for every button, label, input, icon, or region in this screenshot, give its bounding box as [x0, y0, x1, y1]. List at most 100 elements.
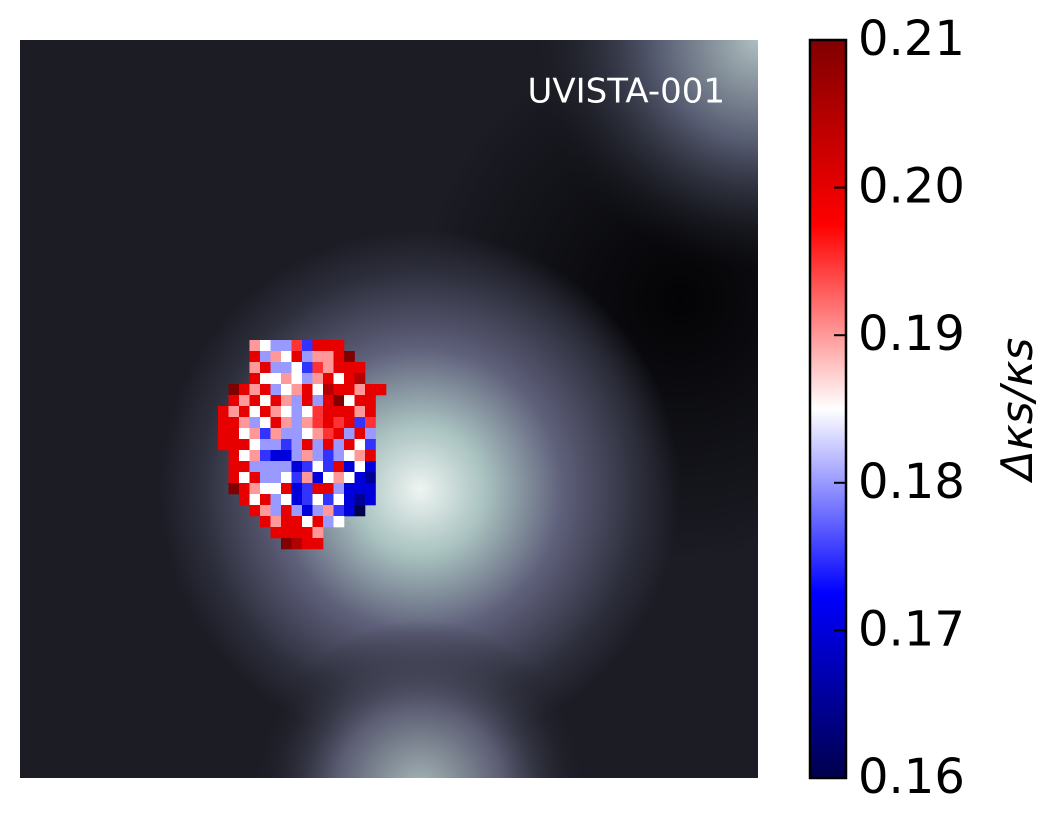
cell: [354, 395, 366, 407]
cell: [239, 494, 250, 506]
cell: [344, 351, 355, 363]
cell: [333, 428, 345, 440]
cell: [302, 494, 313, 506]
cell: [249, 406, 261, 418]
cell: [323, 340, 334, 352]
cell: [354, 494, 366, 506]
cell: [270, 439, 282, 451]
cell: [249, 505, 261, 517]
cell: [333, 395, 345, 407]
cell: [281, 428, 292, 440]
cell: [354, 406, 366, 418]
colorbar-tick-label: 0.16: [858, 749, 965, 805]
cell: [270, 340, 282, 352]
cell: [239, 483, 250, 495]
cell: [365, 395, 376, 407]
cell: [302, 461, 313, 473]
cell: [312, 538, 324, 550]
cell: [291, 483, 303, 495]
cell: [291, 373, 303, 385]
cell: [312, 472, 324, 484]
cell: [302, 439, 313, 451]
cell: [291, 516, 303, 528]
cell: [228, 439, 240, 451]
cell: [291, 505, 303, 517]
cell: [270, 362, 282, 374]
cell: [312, 373, 324, 385]
cell: [270, 516, 282, 528]
cell: [344, 505, 355, 517]
cell: [260, 505, 271, 517]
cell: [249, 362, 261, 374]
cell: [344, 472, 355, 484]
cell: [312, 516, 324, 528]
cell: [312, 483, 324, 495]
cell: [323, 406, 334, 418]
cell: [323, 395, 334, 407]
cell: [365, 450, 376, 462]
cell: [365, 483, 376, 495]
colorbar: [808, 38, 848, 780]
cell: [260, 472, 271, 484]
cell: [312, 362, 324, 374]
cell: [281, 439, 292, 451]
cell: [281, 472, 292, 484]
cell: [323, 483, 334, 495]
cell: [333, 472, 345, 484]
cell: [344, 417, 355, 429]
cell: [249, 384, 261, 396]
cell: [249, 483, 261, 495]
cell: [365, 494, 376, 506]
cell: [312, 395, 324, 407]
cell: [228, 483, 240, 495]
cell: [281, 505, 292, 517]
cell: [270, 395, 282, 407]
cell: [218, 417, 229, 429]
cell: [239, 450, 250, 462]
cell: [323, 417, 334, 429]
cell: [344, 439, 355, 451]
cell: [354, 483, 366, 495]
cell: [312, 450, 324, 462]
cell: [344, 373, 355, 385]
cell: [323, 461, 334, 473]
cell: [228, 450, 240, 462]
annotation: UVISTA-001: [527, 72, 725, 112]
cell: [323, 384, 334, 396]
cell: [270, 428, 282, 440]
cell: [260, 406, 271, 418]
cell: [354, 362, 366, 374]
cell: [333, 373, 345, 385]
cell: [281, 516, 292, 528]
cell: [354, 505, 366, 517]
cell: [323, 428, 334, 440]
cell: [270, 472, 282, 484]
cell: [302, 406, 313, 418]
cell: [302, 373, 313, 385]
cell: [260, 439, 271, 451]
cell: [302, 384, 313, 396]
cell: [260, 483, 271, 495]
cell: [281, 351, 292, 363]
cell: [344, 428, 355, 440]
cell: [291, 417, 303, 429]
cell: [249, 395, 261, 407]
cell: [354, 384, 366, 396]
cell: [228, 406, 240, 418]
cell: [302, 538, 313, 550]
cell: [354, 461, 366, 473]
cell: [239, 472, 250, 484]
cell: [270, 417, 282, 429]
cell: [291, 384, 303, 396]
cell: [333, 362, 345, 374]
cell: [218, 406, 229, 418]
cell: [354, 428, 366, 440]
cell: [260, 494, 271, 506]
cell: [333, 494, 345, 506]
cell: [344, 395, 355, 407]
cell: [344, 450, 355, 462]
cell: [249, 428, 261, 440]
cell: [249, 373, 261, 385]
cell: [323, 472, 334, 484]
cell: [323, 494, 334, 506]
